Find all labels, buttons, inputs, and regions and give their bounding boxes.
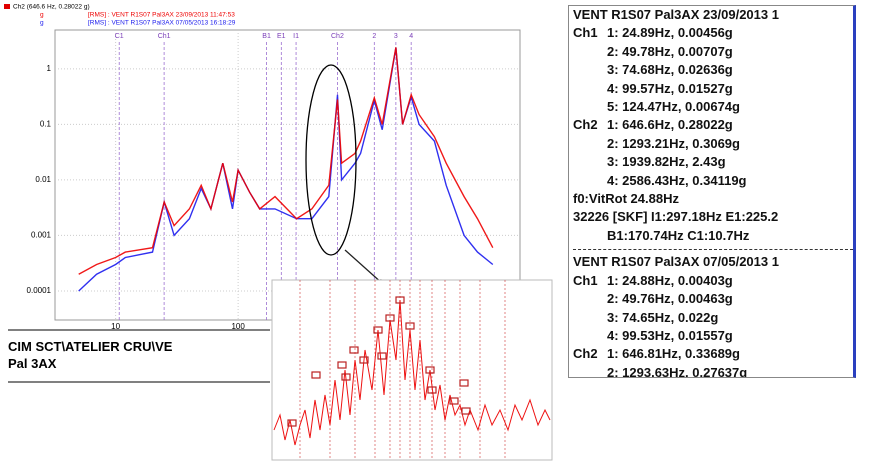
legend-text: [RMS] : VENT R1S07 Pal3AX 07/05/2013 16:… bbox=[88, 20, 236, 27]
result-row: 3: 74.65Hz, 0.022g bbox=[573, 309, 853, 327]
result-text: 3: 1939.82Hz, 2.43g bbox=[607, 154, 726, 170]
result-text: 1: 24.89Hz, 0.00456g bbox=[607, 25, 733, 41]
result-row: 2: 1293.21Hz, 0.3069g bbox=[573, 135, 853, 153]
result-text: 2: 1293.63Hz, 0.27637g bbox=[607, 364, 748, 378]
location-line: CIM SCT\ATELIER CRU\VE bbox=[8, 339, 173, 354]
harmonic-label: C1 bbox=[115, 33, 124, 40]
harmonic-label: Ch2 bbox=[331, 33, 344, 40]
harmonic-label: E1 bbox=[277, 33, 286, 40]
result-row: 2: 49.76Hz, 0.00463g bbox=[573, 290, 853, 308]
harmonic-label: 4 bbox=[409, 33, 413, 40]
result-text: 4: 99.53Hz, 0.01557g bbox=[607, 327, 733, 343]
result-row: 3: 74.68Hz, 0.02636g bbox=[573, 61, 853, 79]
inset-grid bbox=[299, 280, 506, 460]
result-text: 3: 74.68Hz, 0.02636g bbox=[607, 62, 733, 78]
legend-text: Ch2 (646.6 Hz, 0.28022 g) bbox=[13, 4, 90, 11]
result-row: 5: 124.47Hz, 0.00674g bbox=[573, 98, 853, 116]
legend-unit: g bbox=[40, 20, 44, 27]
block-header: VENT R1S07 Pal3AX 23/09/2013 1 bbox=[573, 7, 779, 22]
result-text: 2: 49.76Hz, 0.00463g bbox=[607, 291, 733, 307]
legend-text: [RMS] : VENT R1S07 Pal3AX 23/09/2013 11:… bbox=[88, 12, 235, 19]
x-tick-label: 10 bbox=[111, 322, 120, 331]
result-row: Ch2 1: 646.6Hz, 0.28022g bbox=[573, 116, 853, 134]
legend-unit: g bbox=[40, 12, 44, 19]
result-text: 1: 646.6Hz, 0.28022g bbox=[607, 117, 733, 133]
harmonic-label: B1 bbox=[262, 33, 271, 40]
result-text: 5: 124.47Hz, 0.00674g bbox=[607, 99, 740, 115]
result-row: 4: 99.53Hz, 0.01557g bbox=[573, 327, 853, 345]
result-row: 2: 1293.63Hz, 0.27637g bbox=[573, 364, 853, 378]
block-header: VENT R1S07 Pal3AX 07/05/2013 1 bbox=[573, 254, 779, 270]
x-tick-label: 100 bbox=[231, 322, 245, 331]
y-tick-label: 1 bbox=[47, 64, 52, 73]
result-text: 2: 1293.21Hz, 0.3069g bbox=[607, 135, 740, 151]
harmonic-label: I1 bbox=[293, 33, 299, 40]
result-row: Ch1 1: 24.88Hz, 0.00403g bbox=[573, 272, 853, 290]
result-row: 4: 99.57Hz, 0.01527g bbox=[573, 80, 853, 98]
zoom-arrow bbox=[344, 249, 384, 285]
y-tick-label: 0.001 bbox=[31, 231, 52, 240]
channel-label: Ch2 bbox=[573, 346, 598, 362]
result-row: 4: 2586.43Hz, 0.34119g bbox=[573, 172, 853, 190]
result-text: 3: 74.65Hz, 0.022g bbox=[607, 309, 719, 325]
result-row: 3: 1939.82Hz, 2.43g bbox=[573, 153, 853, 171]
note-row: B1:170.74Hz C1:10.7Hz bbox=[607, 227, 750, 243]
note-row: 32226 [SKF] I1:297.18Hz E1:225.2 bbox=[573, 209, 779, 225]
result-text: 4: 2586.43Hz, 0.34119g bbox=[607, 172, 747, 188]
harmonic-label: 2 bbox=[372, 33, 376, 40]
inset-trace bbox=[273, 299, 551, 446]
legend-swatch bbox=[4, 4, 10, 9]
result-row: Ch1 1: 24.89Hz, 0.00456g bbox=[573, 24, 853, 42]
plot-frame bbox=[54, 29, 521, 321]
channel-label: Ch1 bbox=[573, 272, 598, 288]
channel-label: Ch1 bbox=[573, 25, 598, 41]
location-line: Pal 3AX bbox=[8, 356, 57, 371]
channel-label: Ch2 bbox=[573, 117, 598, 133]
inset-peak-markers bbox=[287, 296, 471, 427]
y-tick-label: 0.1 bbox=[40, 119, 52, 128]
inset-frame bbox=[271, 279, 553, 461]
note-row: f0:VitRot 24.88Hz bbox=[573, 191, 679, 207]
harmonic-label: Ch1 bbox=[158, 33, 171, 40]
results-panel: VENT R1S07 Pal3AX 23/09/2013 1 Ch1 1: 24.8… bbox=[568, 5, 856, 378]
result-row: 2: 49.78Hz, 0.00707g bbox=[573, 43, 853, 61]
separator bbox=[573, 249, 853, 251]
spectrum-line bbox=[78, 47, 494, 275]
location-text: CIM SCT\ATELIER CRU\VE Pal 3AX bbox=[8, 338, 172, 372]
result-text: 1: 24.88Hz, 0.00403g bbox=[607, 272, 733, 288]
zoom-inset bbox=[271, 279, 553, 461]
spectrum-line bbox=[78, 47, 494, 292]
result-text: 4: 99.57Hz, 0.01527g bbox=[607, 80, 733, 96]
result-text: 2: 49.78Hz, 0.00707g bbox=[607, 43, 733, 59]
result-row: Ch2 1: 646.81Hz, 0.33689g bbox=[573, 345, 853, 363]
highlight-ellipse bbox=[305, 64, 357, 256]
y-tick-label: 0.0001 bbox=[27, 286, 52, 295]
harmonic-label: 3 bbox=[394, 33, 398, 40]
result-text: 1: 646.81Hz, 0.33689g bbox=[607, 346, 740, 362]
y-tick-label: 0.01 bbox=[35, 175, 51, 184]
